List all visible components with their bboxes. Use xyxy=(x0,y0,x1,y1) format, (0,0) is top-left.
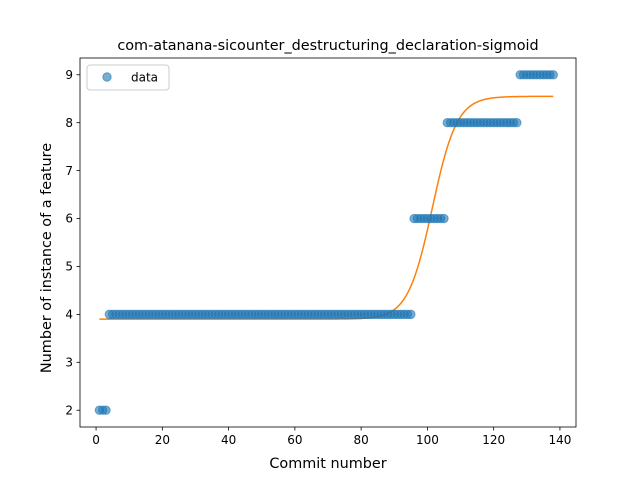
x-tick-label: 40 xyxy=(221,433,236,447)
data-point xyxy=(440,214,448,222)
x-tick-label: 0 xyxy=(92,433,100,447)
legend-marker xyxy=(103,73,111,81)
data-point xyxy=(102,406,110,414)
y-tick-label: 7 xyxy=(65,164,73,178)
x-tick-label: 60 xyxy=(287,433,302,447)
y-tick-label: 6 xyxy=(65,212,73,226)
y-tick-label: 3 xyxy=(65,356,73,370)
legend: data xyxy=(87,65,169,90)
y-tick-label: 8 xyxy=(65,116,73,130)
data-point xyxy=(513,118,521,126)
legend-label: data xyxy=(131,71,158,85)
chart-title: com-atanana-sicounter_destructuring_decl… xyxy=(117,38,538,54)
y-tick-label: 2 xyxy=(65,403,73,417)
x-tick-label: 140 xyxy=(548,433,571,447)
y-axis-label: Number of instance of a feature xyxy=(39,143,55,373)
data-point xyxy=(407,310,415,318)
x-tick-label: 100 xyxy=(416,433,439,447)
x-tick-label: 20 xyxy=(155,433,170,447)
y-tick-label: 5 xyxy=(65,260,73,274)
x-tick-label: 80 xyxy=(353,433,368,447)
x-axis-label: Commit number xyxy=(269,456,386,472)
x-tick-label: 120 xyxy=(482,433,505,447)
y-tick-label: 9 xyxy=(65,68,73,82)
y-tick-label: 4 xyxy=(65,308,73,322)
data-point xyxy=(549,71,557,79)
